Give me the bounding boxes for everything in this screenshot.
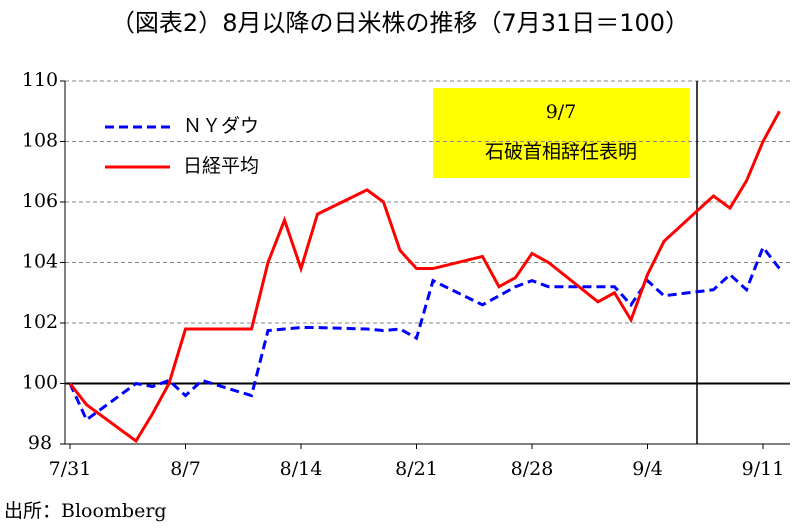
x-tick-label: 8/28 (511, 458, 554, 480)
x-tick-label: 7/31 (49, 458, 92, 480)
y-tick-label: 100 (22, 372, 58, 394)
source-note: 出所：Bloomberg (4, 500, 167, 522)
x-tick-label: 8/14 (280, 458, 323, 480)
y-tick-label: 106 (22, 190, 58, 212)
y-tick-label: 108 (22, 130, 58, 152)
y-tick-label: 104 (22, 251, 58, 273)
legend-label: 日経平均 (183, 155, 259, 177)
x-tick-label: 8/7 (170, 458, 201, 480)
annotation-date: 9/7 (546, 101, 577, 123)
x-tick-label: 9/4 (632, 458, 663, 480)
annotation-box (433, 88, 690, 178)
legend-label: ＮＹダウ (183, 115, 259, 137)
series-line (68, 244, 781, 423)
x-tick-label: 8/21 (395, 458, 438, 480)
annotation-text: 石破首相辞任表明 (485, 141, 637, 163)
chart-title: （図表2）8月以降の日米株の推移（7月31日＝100） (111, 9, 689, 37)
y-tick-label: 102 (22, 311, 58, 333)
y-tick-label: 98 (28, 432, 52, 454)
x-tick-label: 9/11 (742, 458, 785, 480)
y-tick-label: 110 (22, 69, 58, 91)
series-line (68, 110, 781, 444)
